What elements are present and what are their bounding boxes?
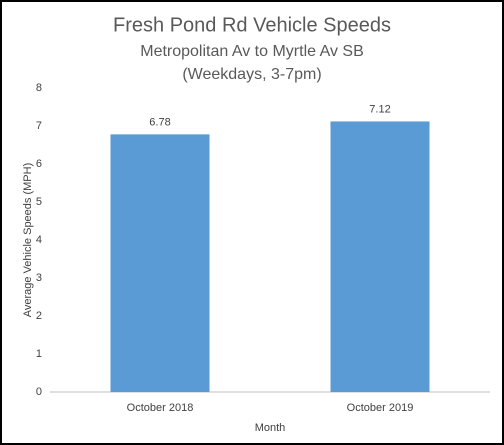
y-tick-label: 3 [36, 272, 42, 284]
y-tick-label: 2 [36, 310, 42, 322]
chart-title: Fresh Pond Rd Vehicle Speeds [113, 14, 391, 36]
x-tick-label: October 2019 [347, 402, 414, 414]
x-axis-label: Month [255, 422, 286, 434]
y-tick-label: 6 [36, 158, 42, 170]
y-axis-label: Average Vehicle Speeds (MPH) [22, 163, 34, 318]
data-label: 7.12 [369, 103, 390, 115]
y-tick-label: 1 [36, 348, 42, 360]
y-tick-label: 8 [36, 82, 42, 94]
data-label: 6.78 [149, 116, 170, 128]
bar [330, 121, 430, 392]
y-tick-label: 4 [36, 234, 42, 246]
y-tick-label: 5 [36, 196, 42, 208]
y-tick-label: 7 [36, 120, 42, 132]
chart-subtitle: Metropolitan Av to Myrtle Av SB [140, 43, 364, 60]
y-tick-label: 0 [36, 386, 42, 398]
x-tick-label: October 2018 [127, 402, 194, 414]
bar [110, 134, 210, 393]
chart-subtitle: (Weekdays, 3-7pm) [182, 66, 321, 83]
